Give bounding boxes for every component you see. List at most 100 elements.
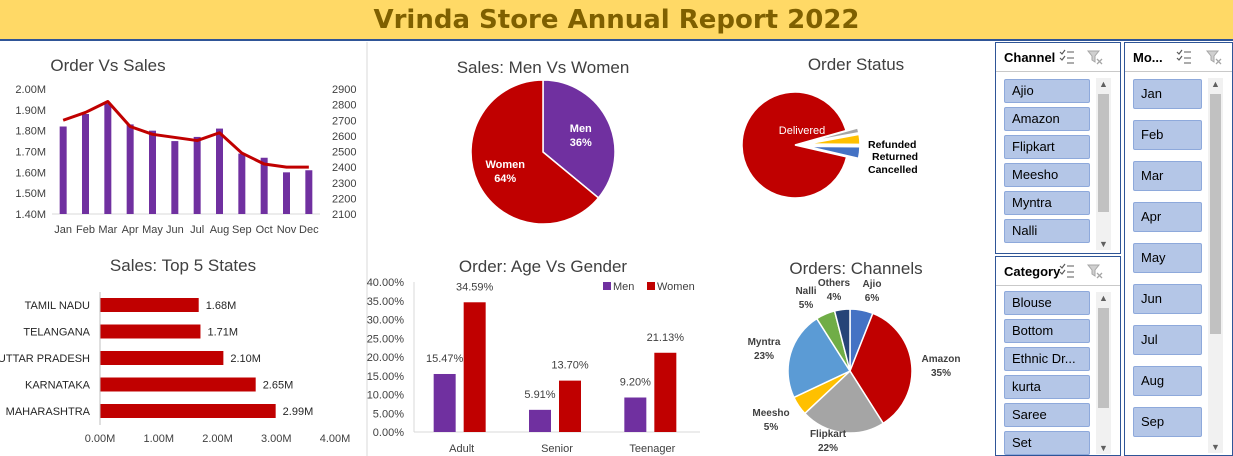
channel-slicer-item[interactable]: Amazon — [1004, 107, 1090, 131]
category-slicer-item[interactable]: Bottom — [1004, 319, 1090, 343]
bar — [260, 157, 268, 214]
category-slicer-item[interactable]: Set — [1004, 431, 1090, 455]
category-slicer-item[interactable]: Blouse — [1004, 291, 1090, 315]
month-slicer-item[interactable]: Jun — [1133, 284, 1202, 314]
channel-slicer[interactable]: Channel ▲ ▼ Ajio Amazon Flipkart Meesho Mynt… — [995, 42, 1121, 254]
slice-percent: 5% — [764, 422, 779, 433]
scroll-down-icon[interactable]: ▼ — [1211, 442, 1220, 452]
channel-slicer-scrollbar[interactable]: ▲ ▼ — [1096, 78, 1111, 250]
category-slicer-item[interactable]: kurta — [1004, 375, 1090, 399]
slice-label: Women — [485, 159, 525, 171]
slice-label: Others — [818, 278, 851, 289]
y-tick-label: 1.70M — [15, 147, 46, 159]
data-label: 2.65M — [263, 380, 294, 392]
pie-slice — [803, 369, 885, 434]
channel-slicer-item[interactable]: Myntra — [1004, 191, 1090, 215]
channel-slicer-header: Channel — [996, 43, 1120, 72]
month-slicer-item[interactable]: Aug — [1133, 366, 1202, 396]
clear-filter-icon[interactable] — [1086, 48, 1104, 66]
multi-select-icon[interactable] — [1175, 48, 1193, 66]
y-tick-label: 2.00M — [15, 84, 46, 96]
y-tick-label: 1.60M — [15, 167, 46, 179]
month-slicer-item[interactable]: Feb — [1133, 120, 1202, 150]
month-slicer-item[interactable]: Jan — [1133, 79, 1202, 109]
slice-label: Delivered — [779, 125, 825, 137]
y2-tick-label: 2400 — [332, 162, 356, 174]
x-tick-label: Adult — [449, 443, 474, 455]
bar — [100, 351, 224, 365]
scroll-up-icon[interactable]: ▲ — [1099, 79, 1108, 89]
chart-title: Sales: Men Vs Women — [457, 58, 630, 77]
scroll-up-icon[interactable]: ▲ — [1099, 293, 1108, 303]
scroll-thumb[interactable] — [1210, 94, 1221, 334]
slice-percent: 36% — [570, 137, 592, 149]
data-label: 9.20% — [620, 377, 651, 389]
line-series — [62, 100, 309, 169]
scroll-down-icon[interactable]: ▼ — [1099, 239, 1108, 249]
scroll-up-icon[interactable]: ▲ — [1211, 79, 1220, 89]
month-slicer[interactable]: Mo... ▲ ▼ Jan Feb Mar Apr May Jun Jul Aug Sep — [1124, 42, 1233, 456]
x-tick-label: 3.00M — [261, 433, 292, 445]
slice-label: Cancelled — [868, 164, 918, 176]
category-label: UTTAR PRADESH — [0, 353, 90, 365]
slice-label: Meesho — [752, 408, 789, 419]
month-slicer-item[interactable]: May — [1133, 243, 1202, 273]
data-label: 21.13% — [647, 332, 685, 344]
y2-tick-label: 2800 — [332, 100, 356, 112]
multi-select-icon[interactable] — [1058, 262, 1076, 280]
x-tick-label: Feb — [76, 224, 95, 236]
multi-select-icon[interactable] — [1058, 48, 1076, 66]
x-tick-label: 4.00M — [320, 433, 351, 445]
pie-slice — [470, 79, 600, 225]
x-tick-label: 1.00M — [143, 433, 174, 445]
category-slicer-item[interactable]: Saree — [1004, 403, 1090, 427]
x-tick-label: Mar — [98, 224, 117, 236]
bar — [149, 130, 156, 214]
category-slicer-scrollbar[interactable]: ▲ ▼ — [1096, 292, 1111, 454]
channel-slicer-title: Channel — [1004, 50, 1056, 65]
scroll-thumb[interactable] — [1098, 94, 1109, 212]
slice-percent: 35% — [931, 368, 951, 379]
slice-percent: 6% — [865, 293, 880, 304]
month-slicer-item[interactable]: Apr — [1133, 202, 1202, 232]
bar — [100, 298, 199, 312]
clear-filter-icon[interactable] — [1086, 262, 1104, 280]
y-tick-label: 25.00% — [367, 333, 405, 345]
y-tick-label: 1.90M — [15, 105, 46, 117]
month-slicer-header: Mo... — [1125, 43, 1232, 72]
x-tick-label: Jan — [54, 224, 72, 236]
y-tick-label: 1.40M — [15, 209, 46, 221]
y2-tick-label: 2200 — [332, 193, 356, 205]
y-tick-label: 1.80M — [15, 126, 46, 138]
x-tick-label: Sep — [232, 224, 252, 236]
channel-slicer-item[interactable]: Flipkart — [1004, 135, 1090, 159]
month-slicer-scrollbar[interactable]: ▲ ▼ — [1208, 78, 1223, 453]
slice-label: Ajio — [863, 279, 882, 290]
month-slicer-item[interactable]: Jul — [1133, 325, 1202, 355]
channel-slicer-item[interactable]: Meesho — [1004, 163, 1090, 187]
month-slicer-item[interactable]: Mar — [1133, 161, 1202, 191]
x-tick-label: 2.00M — [202, 433, 233, 445]
pie-slice — [833, 308, 851, 372]
channel-slicer-item[interactable]: Nalli — [1004, 219, 1090, 243]
x-tick-label: Senior — [541, 443, 573, 455]
scroll-down-icon[interactable]: ▼ — [1099, 443, 1108, 453]
x-tick-label: 0.00M — [85, 433, 116, 445]
chart-title: Orders: Channels — [789, 259, 922, 278]
category-label: TELANGANA — [23, 327, 90, 339]
category-slicer[interactable]: Category ▲ ▼ Blouse Bottom Ethnic Dr... kur… — [995, 256, 1121, 456]
channel-slicer-item[interactable]: Ajio — [1004, 79, 1090, 103]
x-tick-label: Dec — [299, 224, 319, 236]
category-slicer-item[interactable]: Ethnic Dr... — [1004, 347, 1090, 371]
month-slicer-item[interactable]: Sep — [1133, 407, 1202, 437]
y-tick-label: 10.00% — [367, 390, 405, 402]
bar — [59, 126, 67, 214]
x-tick-label: Jul — [190, 224, 204, 236]
scroll-thumb[interactable] — [1098, 308, 1109, 408]
slice-label: Nalli — [795, 286, 816, 297]
pie-slice — [806, 133, 861, 146]
dashboard-charts: Order Vs Sales 1.40M 1.50M 1.60M 1.70M 1.80M 1… — [0, 42, 960, 456]
bar — [305, 170, 313, 214]
clear-filter-icon[interactable] — [1205, 48, 1223, 66]
y-tick-label: 15.00% — [367, 371, 405, 383]
